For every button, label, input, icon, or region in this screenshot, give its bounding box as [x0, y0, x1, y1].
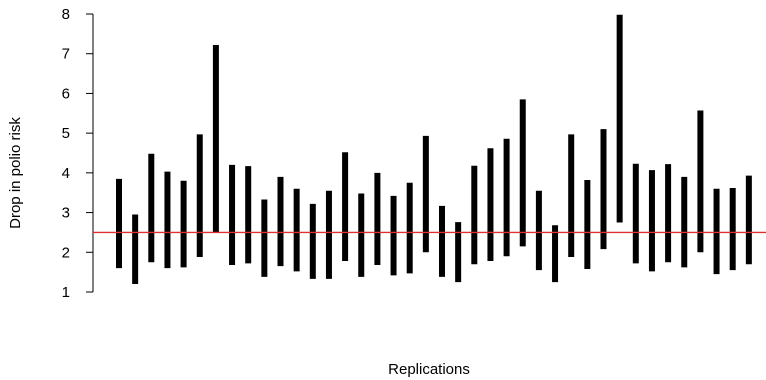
y-axis-title: Drop in polio risk: [7, 117, 24, 229]
y-tick-label: 2: [62, 244, 70, 261]
y-tick-label: 4: [62, 165, 70, 182]
y-tick-label: 5: [62, 125, 70, 142]
y-tick-label: 3: [62, 205, 70, 222]
y-axis: 1 2 3 4 5 6 7 8: [62, 6, 94, 301]
x-axis-title: Replications: [388, 361, 470, 378]
interval-bars: [116, 14, 752, 285]
y-tick-label: 7: [62, 46, 70, 63]
y-tick-label: 6: [62, 85, 70, 102]
y-tick-label: 8: [62, 6, 70, 23]
y-tick-label: 1: [62, 284, 70, 301]
